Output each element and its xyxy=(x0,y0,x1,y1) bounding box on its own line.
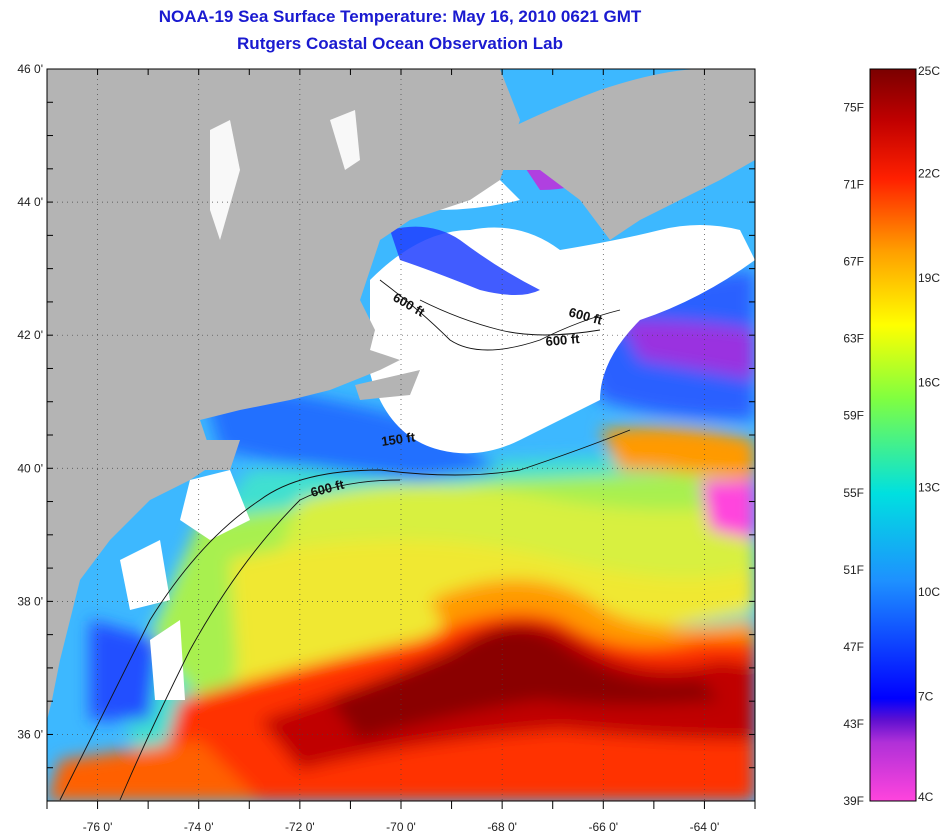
colorbar-f-label: 71F xyxy=(843,178,864,192)
colorbar-f-label: 55F xyxy=(843,486,864,500)
lat-tick-label: 46 0' xyxy=(17,62,43,76)
lat-tick-label: 42 0' xyxy=(17,328,43,342)
contour-label-150ft: 150 ft xyxy=(380,429,416,449)
colorbar-c-label: 22C xyxy=(918,167,940,181)
lon-tick-label: -76 0' xyxy=(83,820,113,834)
colorbar-f-label: 67F xyxy=(843,255,864,269)
lon-tick-label: -72 0' xyxy=(285,820,315,834)
colorbar-f-label: 75F xyxy=(843,101,864,115)
land xyxy=(47,69,755,720)
sst-field xyxy=(47,270,755,801)
colorbar-gradient xyxy=(869,68,917,802)
bathymetry-contours xyxy=(59,279,631,801)
map-axes: 46 0' 44 0' 42 0' 40 0' 38 0' 36 0' -76 0' -74 … xyxy=(17,62,756,834)
colorbar-labels: 75F 71F 67F 63F 59F 55F 51F 47F 43F 39F 25C 22C 19C 1… xyxy=(843,64,940,808)
colorbar-c-label: 10C xyxy=(918,585,940,599)
colorbar-f-label: 39F xyxy=(843,794,864,808)
map-area: 600 ft 600 ft 600 ft 150 ft 600 ft xyxy=(47,69,755,801)
lat-tick-label: 44 0' xyxy=(17,195,43,209)
colorbar-c-label: 13C xyxy=(918,480,940,494)
map-title: NOAA-19 Sea Surface Temperature: May 16,… xyxy=(158,7,642,26)
colorbar-c-label: 7C xyxy=(918,689,934,703)
colorbar-c-label: 25C xyxy=(918,64,940,78)
colorbar-c-label: 4C xyxy=(918,790,934,804)
colorbar-f-label: 59F xyxy=(843,409,864,423)
colorbar: 75F 71F 67F 63F 59F 55F 51F 47F 43F 39F 25C 22C 19C 1… xyxy=(843,64,940,808)
lat-tick-label: 38 0' xyxy=(17,594,43,608)
lon-tick-label: -70 0' xyxy=(386,820,416,834)
colorbar-f-label: 47F xyxy=(843,640,864,654)
lon-tick-label: -74 0' xyxy=(184,820,214,834)
colorbar-c-label: 16C xyxy=(918,376,940,390)
lat-tick-label: 36 0' xyxy=(17,727,43,741)
colorbar-c-label: 19C xyxy=(918,271,940,285)
lon-tick-label: -64 0' xyxy=(690,820,720,834)
lat-tick-label: 40 0' xyxy=(17,461,43,475)
map-subtitle: Rutgers Coastal Ocean Observation Lab xyxy=(237,34,563,53)
lon-tick-label: -68 0' xyxy=(487,820,517,834)
colorbar-f-label: 51F xyxy=(843,563,864,577)
colorbar-f-label: 63F xyxy=(843,332,864,346)
contour-label-600ft-c: 600 ft xyxy=(545,331,581,349)
map-grid xyxy=(47,69,755,801)
colorbar-f-label: 43F xyxy=(843,717,864,731)
lon-tick-label: -66 0' xyxy=(588,820,618,834)
cold-band xyxy=(390,226,540,295)
